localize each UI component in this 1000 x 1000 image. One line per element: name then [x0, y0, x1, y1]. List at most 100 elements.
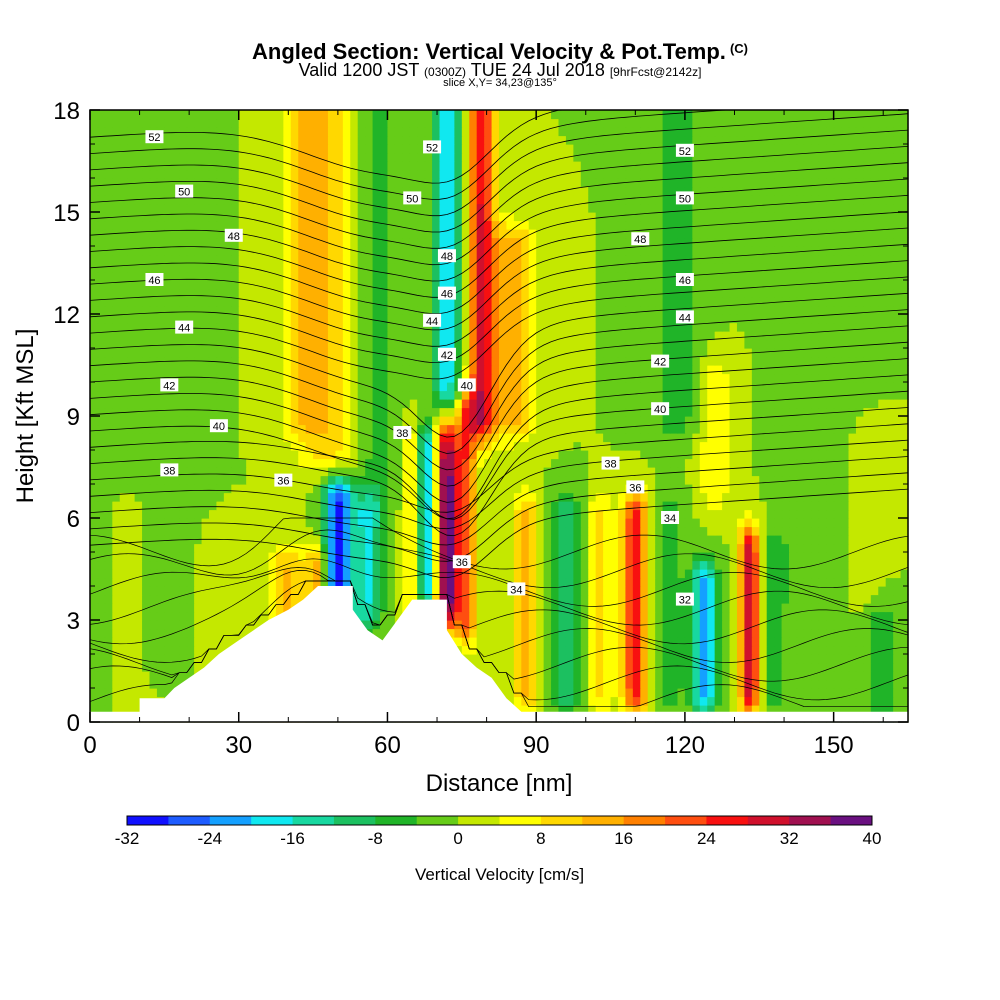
velocity-cell — [253, 331, 262, 341]
velocity-cell — [521, 416, 530, 426]
velocity-cell — [885, 399, 894, 409]
velocity-cell — [580, 509, 589, 519]
velocity-cell — [97, 348, 106, 358]
velocity-cell — [677, 611, 686, 621]
velocity-cell — [454, 526, 463, 536]
velocity-cell — [603, 688, 612, 698]
velocity-cell — [543, 501, 552, 511]
velocity-cell — [327, 424, 336, 434]
velocity-cell — [707, 543, 716, 553]
velocity-cell — [811, 535, 820, 545]
velocity-cell — [171, 407, 180, 417]
velocity-cell — [208, 603, 218, 613]
velocity-cell — [863, 603, 872, 613]
velocity-cell — [231, 628, 240, 638]
velocity-cell — [811, 696, 820, 706]
velocity-cell — [350, 331, 359, 341]
velocity-cell — [201, 586, 210, 596]
velocity-cell — [342, 365, 351, 375]
velocity-cell — [885, 509, 894, 519]
velocity-cell — [893, 620, 902, 630]
velocity-cell — [878, 518, 887, 528]
velocity-cell — [112, 679, 121, 689]
velocity-cell — [826, 365, 835, 375]
velocity-cell — [714, 407, 723, 417]
velocity-cell — [402, 526, 411, 536]
velocity-cell — [826, 696, 835, 706]
velocity-cell — [617, 399, 627, 409]
velocity-cell — [759, 628, 768, 638]
velocity-cell — [164, 492, 173, 502]
velocity-cell — [164, 416, 173, 426]
velocity-cell — [350, 365, 359, 375]
velocity-cell — [149, 611, 158, 621]
velocity-cell — [446, 569, 455, 579]
velocity-cell — [684, 356, 693, 366]
velocity-cell — [372, 356, 381, 366]
velocity-cell — [855, 365, 864, 375]
velocity-cell — [387, 611, 396, 621]
velocity-cell — [736, 407, 745, 417]
velocity-cell — [744, 475, 753, 485]
velocity-cell — [565, 475, 574, 485]
velocity-cell — [789, 654, 798, 664]
velocity-cell — [357, 348, 366, 358]
velocity-cell — [595, 365, 604, 375]
velocity-cell — [194, 594, 203, 604]
velocity-cell — [112, 628, 121, 638]
velocity-cell — [759, 390, 768, 400]
velocity-cell — [491, 501, 500, 511]
velocity-cell — [662, 654, 671, 664]
velocity-cell — [848, 382, 857, 392]
velocity-cell — [632, 348, 641, 358]
velocity-cell — [543, 552, 552, 562]
velocity-cell — [632, 382, 641, 392]
velocity-cell — [603, 348, 612, 358]
velocity-cell — [409, 577, 418, 587]
velocity-cell — [424, 450, 433, 460]
velocity-cell — [305, 433, 314, 443]
velocity-cell — [342, 526, 351, 536]
velocity-cell — [156, 688, 165, 698]
velocity-cell — [238, 467, 247, 477]
velocity-cell — [484, 569, 493, 579]
velocity-cell — [97, 603, 106, 613]
velocity-cell — [744, 484, 753, 494]
velocity-cell — [298, 484, 307, 494]
velocity-cell — [216, 526, 225, 536]
velocity-cell — [156, 679, 165, 689]
velocity-cell — [342, 339, 351, 349]
velocity-cell — [513, 620, 522, 630]
velocity-cell — [528, 705, 537, 715]
velocity-cell — [573, 416, 582, 426]
velocity-cell — [729, 424, 738, 434]
velocity-cell — [707, 671, 716, 681]
velocity-cell — [216, 501, 225, 511]
velocity-cell — [870, 671, 879, 681]
velocity-cell — [640, 458, 649, 468]
velocity-cell — [632, 611, 641, 621]
velocity-cell — [305, 399, 314, 409]
velocity-cell — [357, 543, 366, 553]
velocity-cell — [841, 569, 850, 579]
velocity-cell — [692, 348, 701, 358]
velocity-cell — [603, 560, 612, 570]
velocity-cell — [655, 390, 664, 400]
velocity-cell — [684, 509, 693, 519]
velocity-cell — [736, 688, 745, 698]
velocity-cell — [677, 348, 686, 358]
velocity-cell — [402, 509, 411, 519]
velocity-cell — [104, 331, 113, 341]
velocity-cell — [231, 594, 240, 604]
velocity-cell — [119, 586, 128, 596]
velocity-cell — [632, 586, 641, 596]
velocity-cell — [796, 594, 805, 604]
velocity-cell — [365, 586, 374, 596]
velocity-cell — [684, 611, 693, 621]
velocity-cell — [818, 628, 827, 638]
velocity-cell — [119, 348, 128, 358]
velocity-cell — [275, 560, 284, 570]
velocity-cell — [313, 518, 322, 528]
velocity-cell — [90, 416, 99, 426]
velocity-cell — [469, 637, 478, 647]
